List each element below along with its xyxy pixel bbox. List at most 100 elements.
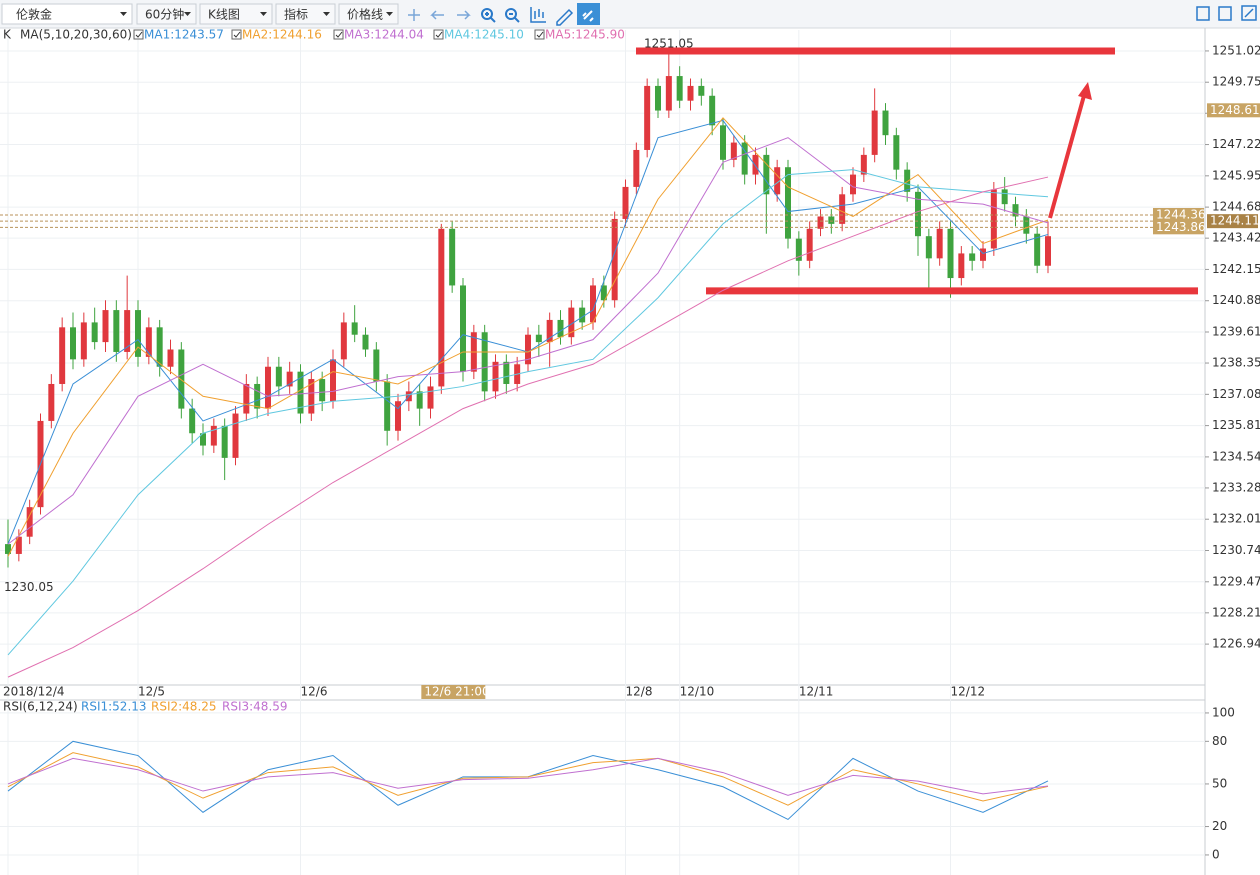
y-tick-label: 1232.01 [1212, 512, 1260, 526]
y-tick-label: 1245.95 [1212, 168, 1260, 182]
legend-entry: MA2:1244.16 [242, 28, 322, 42]
series-line [7, 169, 1049, 656]
candle-body [925, 236, 932, 259]
candle-body [1001, 189, 1008, 205]
crosshair-time-box [421, 685, 486, 699]
dropdown[interactable] [275, 3, 336, 25]
candle-body [319, 379, 326, 402]
crosshair-icon[interactable] [408, 9, 420, 21]
candle-body [395, 401, 401, 431]
dropdown[interactable] [338, 3, 399, 25]
candle-body [135, 310, 141, 357]
crosshair-time-label: 12/6 21:00 [424, 685, 489, 699]
candle-body [308, 379, 315, 414]
candle-body [189, 408, 196, 434]
price-tag [1207, 214, 1258, 229]
candle-body [774, 167, 781, 195]
y-tick-label: 1251.02 [1212, 43, 1260, 57]
low-label: 1230.05 [4, 580, 54, 594]
dropdown[interactable] [199, 3, 273, 25]
candle-body [741, 142, 748, 175]
candle-body [839, 194, 846, 224]
trend-arrow [1048, 91, 1087, 219]
candle-body [156, 327, 163, 367]
y-tick-label: 1239.61 [1212, 325, 1260, 339]
legend-checkbox[interactable] [133, 29, 144, 40]
x-tick-label: 12/12 [951, 685, 986, 699]
candle-body [275, 366, 282, 387]
candle-body [709, 95, 716, 126]
legend-entry: RSI2:48.25 [151, 700, 217, 714]
legend-entry: MA3:1244.04 [344, 28, 424, 42]
right-icon[interactable] [457, 10, 471, 20]
candle-body [687, 85, 694, 101]
candle-body [579, 307, 586, 323]
layout-icon[interactable] [1218, 6, 1232, 21]
left-icon[interactable] [430, 10, 444, 20]
x-tick-label: 12/11 [799, 685, 834, 699]
high-label: 1251.05 [644, 37, 694, 51]
dropdown-arrow [120, 12, 127, 16]
legend-checkbox[interactable] [534, 29, 545, 40]
candle-body [70, 327, 76, 360]
y-tick-label: 1243.42 [1212, 231, 1260, 245]
candle-body [568, 307, 575, 338]
candle-body [676, 76, 683, 101]
candle-body [546, 319, 553, 343]
fullscreen-icon-glyph [1244, 8, 1254, 18]
y-tick-label: 1240.88 [1212, 293, 1260, 307]
candle-body [449, 228, 456, 286]
price-tag-label: 1244.36 [1156, 207, 1206, 221]
candle-body [828, 216, 835, 224]
bars-icon[interactable] [530, 7, 546, 23]
x-tick-label: 2018/12/4 [3, 685, 65, 699]
candle-body [947, 228, 954, 279]
draw-icon[interactable] [556, 8, 574, 26]
candle-body [5, 544, 11, 554]
candle-body [665, 76, 672, 111]
legend-check [135, 31, 143, 38]
candle-body [492, 361, 499, 392]
legend-checkbox[interactable] [231, 29, 242, 40]
dropdown[interactable] [1, 3, 133, 25]
candle-body [91, 322, 98, 343]
legend-entry: MA5:1245.90 [545, 28, 625, 42]
candle-body [340, 322, 347, 360]
candle-body [980, 248, 986, 261]
candle-body [525, 334, 531, 365]
legend-checkbox[interactable] [333, 29, 344, 40]
y-tick-label: 1238.35 [1212, 356, 1260, 370]
candle-body [254, 383, 261, 409]
legend-check [536, 31, 544, 38]
candle-body [644, 85, 651, 150]
fullscreen-icon[interactable] [1241, 5, 1257, 21]
layout-icon[interactable] [1196, 6, 1210, 21]
dropdown-arrow [184, 12, 191, 16]
candle-body [330, 359, 336, 402]
candle-body [655, 85, 661, 111]
x-tick-label: 12/5 [138, 685, 165, 699]
zoom-in-icon[interactable] [481, 8, 493, 20]
candle-body [48, 383, 55, 421]
candle-body [806, 228, 813, 261]
series-line [7, 740, 1049, 821]
y-tick-label: 1226.94 [1212, 637, 1260, 651]
y-tick-label: 0 [1212, 847, 1220, 861]
series-line [7, 117, 1049, 557]
candle-body [80, 322, 87, 360]
dropdown[interactable] [136, 3, 197, 25]
candle-body [15, 536, 22, 554]
y-tick-label: 1234.54 [1212, 449, 1260, 463]
y-tick-label: 1228.21 [1212, 605, 1260, 619]
candle-body [936, 228, 943, 259]
y-tick-label: 1235.81 [1212, 418, 1260, 432]
candle-body [481, 332, 488, 392]
candle-body [167, 349, 174, 367]
legend-checkbox[interactable] [433, 29, 444, 40]
candle-body [1045, 236, 1051, 266]
candle-body [730, 142, 737, 160]
zoom-out-icon[interactable] [505, 8, 517, 20]
y-tick-label: 1244.68 [1212, 200, 1260, 214]
candle-body [785, 167, 791, 239]
dropdown-arrow [260, 12, 267, 16]
